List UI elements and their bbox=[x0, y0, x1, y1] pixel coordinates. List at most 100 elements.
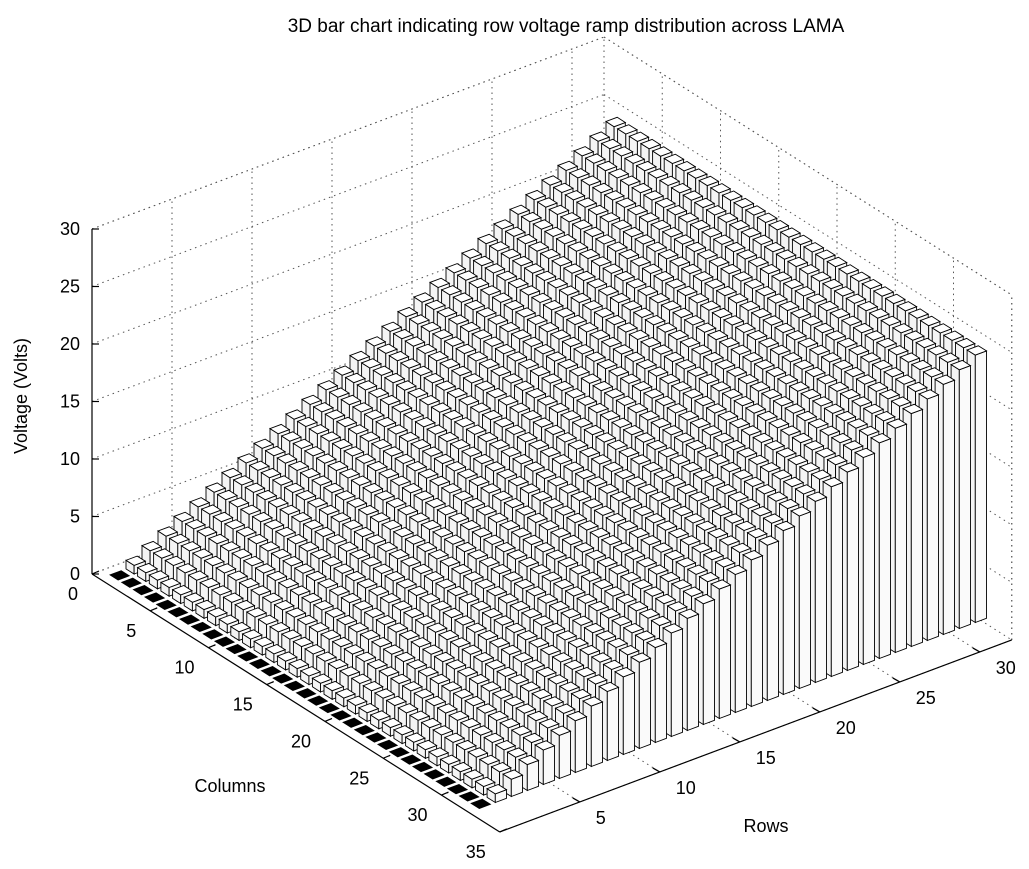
bar-top-face bbox=[567, 439, 589, 450]
bar-top-face bbox=[369, 512, 391, 523]
bar-top-face bbox=[736, 249, 758, 260]
bar-top-face bbox=[836, 337, 858, 348]
y-tick-mark bbox=[812, 707, 821, 713]
bar-top-face bbox=[669, 454, 691, 465]
bar-top-face bbox=[765, 366, 787, 378]
bar-top-face bbox=[207, 533, 230, 545]
bar-top-face bbox=[634, 432, 656, 443]
bar-top-face bbox=[404, 336, 426, 347]
bar-top-face bbox=[626, 403, 649, 414]
bar-top-face bbox=[381, 717, 403, 729]
bar-top-face bbox=[651, 542, 674, 553]
bar-top-face bbox=[280, 431, 303, 442]
bar-top-face bbox=[624, 351, 646, 363]
bar-top-face bbox=[474, 380, 496, 391]
bar-top-face bbox=[791, 234, 813, 246]
bar-top-face bbox=[875, 337, 898, 348]
bar-top-face bbox=[758, 337, 780, 348]
bar-top-face bbox=[593, 307, 615, 318]
bar-top-face bbox=[507, 277, 529, 289]
bar-top-face bbox=[658, 175, 681, 186]
y-tick-label: 15 bbox=[756, 748, 776, 768]
bar-top-face bbox=[548, 600, 570, 612]
bar bbox=[342, 717, 364, 728]
bar-top-face bbox=[502, 571, 524, 582]
bar-top-face bbox=[484, 263, 506, 274]
bar-top-face bbox=[434, 380, 457, 391]
bar-top-face bbox=[654, 197, 676, 208]
bar-top-face bbox=[934, 374, 956, 385]
bar-top-face bbox=[235, 526, 257, 537]
bar-top-face bbox=[331, 636, 354, 648]
bar-top-face bbox=[711, 505, 733, 517]
bar-top-face bbox=[843, 366, 866, 378]
bar-top-face bbox=[561, 336, 583, 348]
bar bbox=[330, 710, 352, 721]
bar-top-face bbox=[740, 227, 762, 238]
bar-top-face bbox=[210, 585, 233, 596]
bar-top-face bbox=[238, 577, 260, 589]
bar-top-face bbox=[603, 586, 626, 597]
bar-top-face bbox=[599, 608, 621, 619]
bar bbox=[435, 776, 457, 787]
bar-top-face bbox=[562, 263, 585, 274]
bar-top-face bbox=[436, 505, 458, 516]
bar-top-face bbox=[464, 497, 486, 509]
bar-top-face bbox=[586, 674, 608, 685]
bar-top-face bbox=[662, 623, 684, 634]
bar-top-face bbox=[624, 549, 646, 560]
bar-top-face bbox=[686, 564, 709, 575]
bar-top-face bbox=[429, 673, 451, 685]
bar-top-face bbox=[632, 505, 655, 517]
bar-top-face bbox=[584, 153, 607, 164]
bar-top-face bbox=[401, 482, 423, 494]
bar-top-face bbox=[299, 467, 321, 479]
bar-top-face bbox=[331, 438, 353, 450]
bar-top-face bbox=[349, 350, 371, 362]
bar-top-face bbox=[676, 285, 698, 297]
bar-top-face bbox=[248, 460, 271, 471]
bar-top-face bbox=[320, 629, 342, 640]
bar-top-face bbox=[712, 234, 735, 245]
bar-top-face bbox=[408, 314, 431, 325]
bar-top-face bbox=[616, 322, 639, 333]
bar-top-face bbox=[630, 652, 652, 663]
bar-top-face bbox=[168, 533, 191, 544]
bar-base bbox=[237, 651, 259, 662]
bar-top-face bbox=[432, 725, 454, 736]
bar-top-face bbox=[626, 204, 649, 216]
bar-top-face bbox=[647, 564, 669, 575]
bar-top-face bbox=[420, 717, 442, 729]
bar-base bbox=[388, 747, 410, 758]
bar-top-face bbox=[698, 175, 720, 187]
bar-top-face bbox=[439, 358, 461, 369]
bar-top-face bbox=[731, 271, 754, 282]
bar-top-face bbox=[499, 718, 521, 729]
bar-top-face bbox=[356, 380, 378, 391]
bar-top-face bbox=[498, 520, 521, 531]
bar-top-face bbox=[529, 564, 552, 575]
bar-base bbox=[132, 584, 154, 596]
bar-base bbox=[295, 688, 317, 699]
bar-top-face bbox=[826, 256, 848, 268]
bar bbox=[167, 607, 189, 618]
bar-top-face bbox=[464, 695, 486, 707]
bar-top-face bbox=[596, 358, 618, 370]
bar-base bbox=[202, 629, 224, 640]
bar-top-face bbox=[794, 484, 816, 495]
bar-side-face bbox=[862, 452, 875, 666]
bar-top-face bbox=[714, 359, 736, 370]
bar-top-face bbox=[768, 418, 790, 429]
bar-top-face bbox=[526, 512, 548, 524]
bar-top-face bbox=[408, 512, 431, 523]
bar-top-face bbox=[770, 271, 793, 282]
bar-top-face bbox=[724, 241, 746, 253]
bar-base bbox=[283, 680, 305, 692]
bar-top-face bbox=[583, 622, 605, 634]
bar-top-face bbox=[543, 226, 566, 237]
bar-top-face bbox=[472, 453, 495, 465]
bar-top-face bbox=[691, 542, 713, 553]
bar-side-face bbox=[942, 379, 955, 636]
bar-top-face bbox=[551, 652, 573, 663]
box-edge bbox=[603, 36, 1013, 296]
